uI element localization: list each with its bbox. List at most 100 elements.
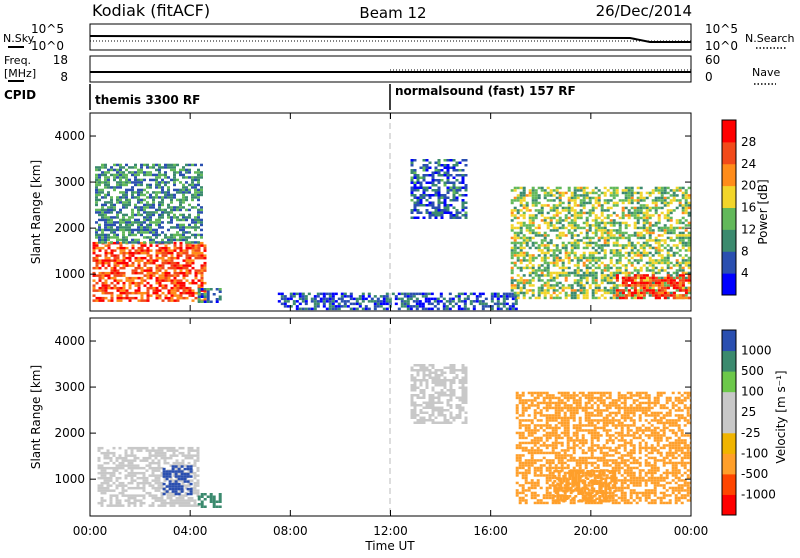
data-cell (156, 269, 159, 272)
data-cell (113, 494, 116, 497)
data-cell (194, 171, 197, 174)
data-cell (350, 295, 353, 298)
data-cell (529, 229, 532, 232)
data-cell (98, 179, 101, 182)
data-cell (688, 279, 691, 282)
data-cell (613, 272, 616, 275)
data-cell (652, 269, 655, 272)
data-cell (131, 502, 134, 505)
data-cell (625, 282, 628, 285)
data-cell (170, 241, 173, 244)
data-cell (568, 217, 571, 220)
data-cell (432, 402, 435, 405)
data-cell (586, 194, 589, 197)
data-cell (622, 294, 625, 297)
data-cell (93, 274, 96, 277)
data-cell (631, 262, 634, 265)
data-cell (395, 298, 398, 301)
data-cell (165, 287, 168, 290)
data-cell (571, 227, 574, 230)
data-cell (104, 457, 107, 460)
data-cell (219, 291, 222, 294)
data-cell (420, 184, 423, 187)
data-cell (96, 254, 99, 257)
data-cell (619, 257, 622, 260)
data-cell (411, 164, 414, 167)
data-cell (435, 172, 438, 175)
data-cell (98, 191, 101, 194)
data-cell (305, 295, 308, 298)
data-cell (526, 207, 529, 210)
data-cell (113, 176, 116, 179)
data-cell (111, 252, 114, 255)
data-cell (135, 269, 138, 272)
data-cell (525, 462, 528, 465)
data-cell (98, 487, 101, 490)
data-cell (168, 292, 171, 295)
data-cell (146, 206, 149, 209)
data-cell (198, 249, 201, 252)
data-cell (146, 219, 149, 222)
data-cell (192, 292, 195, 295)
data-cell (110, 201, 113, 204)
data-cell (140, 164, 143, 167)
data-cell (104, 174, 107, 177)
data-cell (523, 247, 526, 250)
data-cell (204, 257, 207, 260)
data-cell (670, 292, 673, 295)
data-cell (685, 207, 688, 210)
data-cell (514, 252, 517, 255)
data-cell (637, 227, 640, 230)
data-cell (649, 287, 652, 290)
data-cell (616, 279, 619, 282)
data-cell (152, 502, 155, 505)
data-cell (413, 295, 416, 298)
data-cell (101, 181, 104, 184)
data-cell (101, 164, 104, 167)
data-cell (149, 174, 152, 177)
data-cell (165, 252, 168, 255)
data-cell (120, 289, 123, 292)
data-cell (140, 206, 143, 209)
data-cell (528, 442, 531, 445)
data-cell (184, 480, 187, 483)
data-cell (520, 202, 523, 205)
colorbar-swatch (722, 251, 736, 273)
data-cell (583, 257, 586, 260)
data-cell (619, 262, 622, 265)
data-cell (613, 249, 616, 252)
data-cell (197, 189, 200, 192)
data-cell (420, 412, 423, 415)
data-cell (158, 499, 161, 502)
data-cell (131, 209, 134, 212)
data-cell (414, 422, 417, 425)
data-cell (129, 297, 132, 300)
data-cell (688, 222, 691, 225)
data-cell (141, 259, 144, 262)
data-cell (652, 239, 655, 242)
data-cell (519, 467, 522, 470)
data-cell (198, 301, 201, 304)
data-cell (141, 279, 144, 282)
data-cell (414, 407, 417, 410)
data-cell (158, 224, 161, 227)
data-cell (189, 292, 192, 295)
data-cell (525, 482, 528, 485)
data-cell (616, 274, 619, 277)
data-cell (543, 444, 546, 447)
data-cell (655, 294, 658, 297)
data-cell (541, 279, 544, 282)
data-cell (188, 452, 191, 455)
data-cell (538, 269, 541, 272)
data-cell (637, 297, 640, 300)
data-cell (146, 229, 149, 232)
data-cell (201, 264, 204, 267)
data-cell (171, 294, 174, 297)
data-cell (601, 249, 604, 252)
data-cell (119, 171, 122, 174)
data-cell (534, 467, 537, 470)
data-cell (462, 397, 465, 400)
data-cell (462, 382, 465, 385)
data-cell (429, 214, 432, 217)
data-cell (155, 482, 158, 485)
